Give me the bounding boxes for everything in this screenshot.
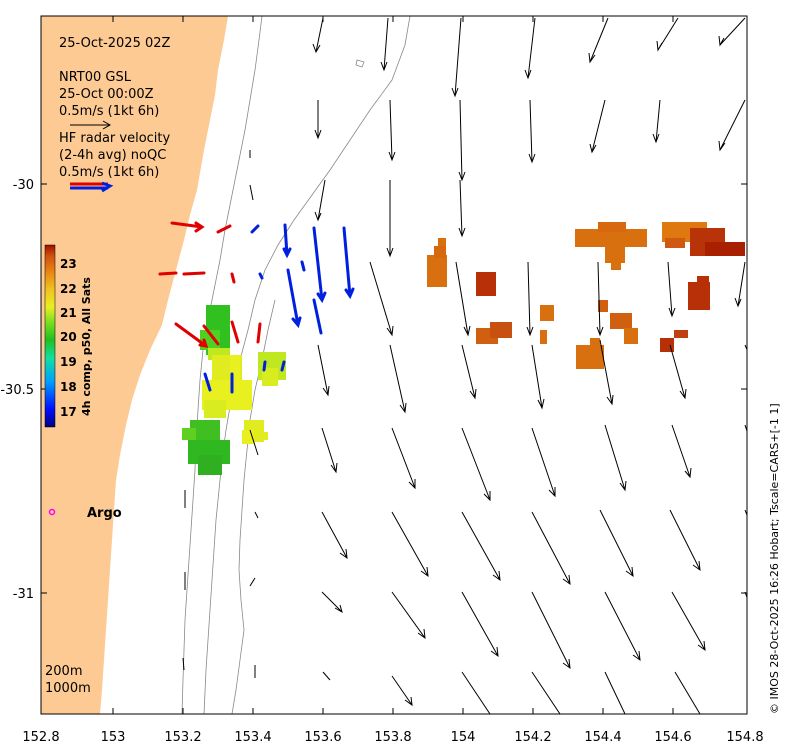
y-tick-label: -30.5: [0, 383, 34, 398]
credit-text: © IMOS 28-Oct-2025 16:26 Hobart; Tscale=…: [768, 403, 781, 714]
radar-title-2: (2-4h avg) noQC: [59, 148, 166, 163]
radar-scale: 0.5m/s (1kt 6h): [59, 165, 159, 180]
radar-title-1: HF radar velocity: [59, 131, 171, 146]
colorbar-tick-label: 19: [60, 355, 77, 369]
isobath-label-1000m: 1000m: [45, 681, 91, 696]
x-tick-label: 153: [101, 730, 126, 745]
argo-float-marker: [48, 508, 56, 516]
isobath-200m: [203, 16, 411, 714]
isobath-label-200m: 200m: [45, 664, 82, 679]
y-axis-labels: -30 -30.5 -31: [0, 178, 34, 602]
x-tick-label: 154.8: [726, 730, 763, 745]
sst-patches: [182, 222, 745, 475]
x-tick-label: 153.4: [234, 730, 271, 745]
radar-arrows-offshore: [203, 223, 355, 394]
colorbar-tick-label: 23: [60, 257, 77, 271]
map-legend: 25-Oct-2025 02Z NRT00 GSL 25-Oct 00:00Z …: [59, 36, 171, 193]
seamount-contour: [355, 59, 365, 68]
sst-colorbar: 17 18 19 20 21 22 23 4h comp, p50, All S…: [44, 244, 93, 428]
y-tick-label: -30: [13, 178, 34, 193]
x-tick-label: 152.8: [22, 730, 59, 745]
x-tick-label: 153.6: [304, 730, 341, 745]
argo-label: Argo: [87, 506, 122, 521]
colorbar-tick-label: 17: [60, 405, 77, 419]
axis-ticks: [40, 16, 748, 714]
x-axis-labels: 152.8 153 153.2 153.4 153.6 153.8 154 15…: [22, 730, 763, 745]
x-tick-label: 154.6: [654, 730, 691, 745]
plot-frame: [40, 15, 748, 715]
radar-scale-arrow-blue: [70, 181, 114, 193]
x-tick-label: 153.2: [164, 730, 201, 745]
colorbar-tick-label: 20: [60, 330, 77, 344]
model-scale-arrow: [70, 120, 112, 130]
x-tick-label: 154.2: [514, 730, 551, 745]
model-time: 25-Oct 00:00Z: [59, 87, 154, 102]
x-tick-label: 154: [451, 730, 476, 745]
radar-arrows-onshore: [158, 221, 262, 348]
x-tick-label: 154.4: [584, 730, 621, 745]
model-label: NRT00 GSL: [59, 70, 132, 85]
model-scale: 0.5m/s (1kt 6h): [59, 104, 159, 119]
y-tick-label: -31: [13, 587, 34, 602]
colorbar-tick-label: 18: [60, 380, 77, 394]
coastline-land: [41, 16, 228, 714]
colorbar-tick-label: 21: [60, 306, 77, 320]
model-current-arrows: [182, 17, 747, 714]
header-date: 25-Oct-2025 02Z: [59, 36, 171, 51]
x-tick-label: 153.8: [374, 730, 411, 745]
colorbar-tick-label: 22: [60, 282, 77, 296]
colorbar-title: 4h comp, p50, All Sats: [80, 277, 93, 416]
